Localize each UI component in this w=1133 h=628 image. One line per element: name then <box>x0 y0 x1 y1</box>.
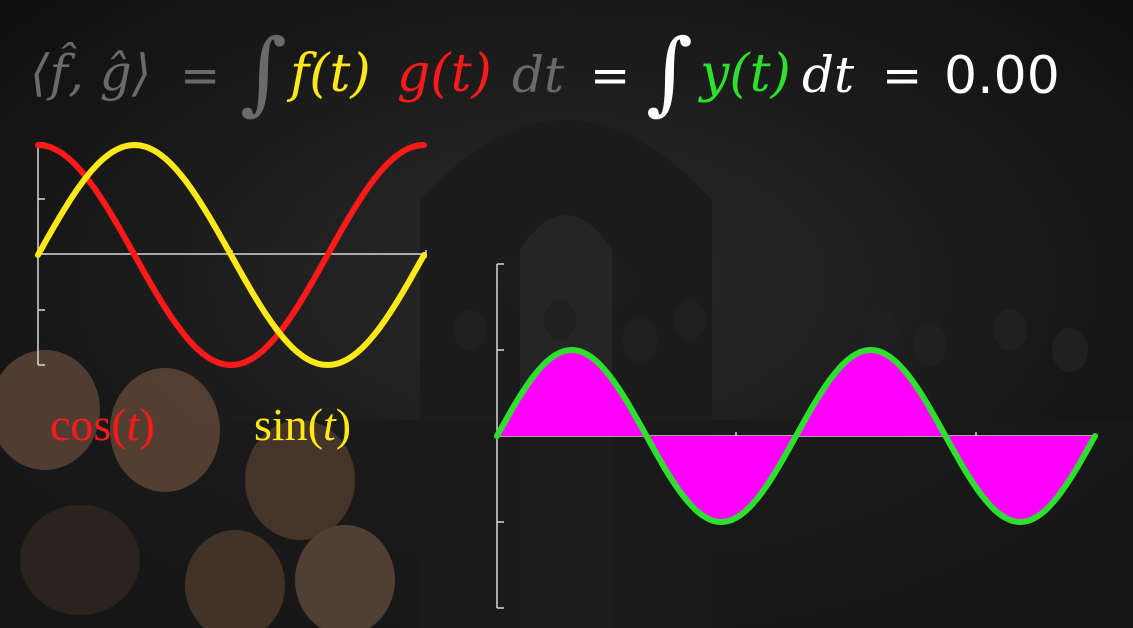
cos-label: cos(t) <box>50 399 155 450</box>
integral-sign-2: ∫ <box>646 20 693 125</box>
equals-sign-3: = <box>882 48 923 104</box>
g-of-t: g(t) <box>397 44 492 104</box>
portrait-collage <box>0 350 395 628</box>
sin-curve <box>35 141 427 369</box>
product-curve <box>494 347 1098 525</box>
f-of-t: f(t) <box>290 44 371 104</box>
sin-label: sin(t) <box>254 399 352 450</box>
inner-product: ⟨f̂, ĝ⟩ <box>30 44 152 102</box>
dt-1: dt <box>512 46 565 104</box>
result-value: 0.00 <box>944 46 1060 106</box>
integral-sign-1: ∫ <box>240 20 287 125</box>
dt-2: dt <box>802 46 855 104</box>
cos-curve <box>35 142 427 369</box>
equals-sign-2: = <box>590 48 631 104</box>
equals-sign-1: = <box>180 48 221 104</box>
y-of-t: y(t) <box>700 44 791 104</box>
